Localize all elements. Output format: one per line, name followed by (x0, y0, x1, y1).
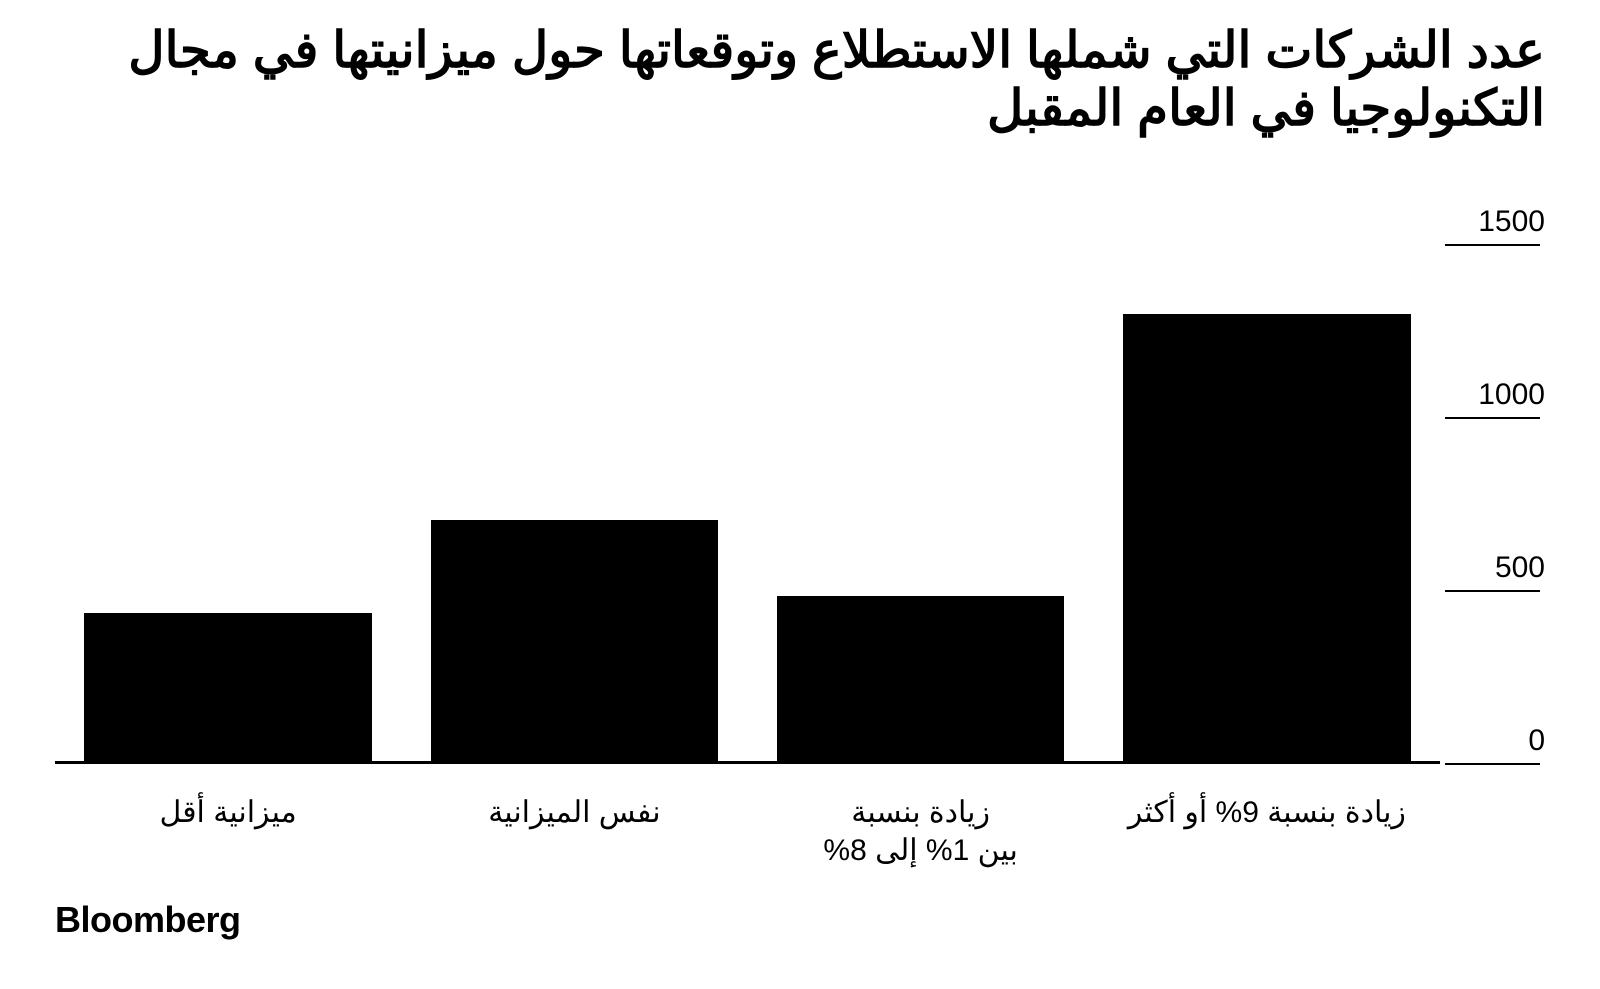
bar-less-budget (84, 613, 371, 761)
x-label-same-budget: نفس الميزانية (401, 794, 747, 869)
bar-same-budget (431, 520, 718, 761)
bar-slot (401, 245, 747, 761)
y-tick-label: 1000 (1478, 378, 1545, 412)
chart-plot-area (55, 245, 1440, 764)
x-label-increase-1-8: زيادة بنسبةبين 1% إلى 8% (748, 794, 1094, 869)
x-label-less-budget: ميزانية أقل (55, 794, 401, 869)
y-tick-label: 1500 (1478, 205, 1545, 239)
y-tick-line (1445, 417, 1540, 419)
y-tick-line (1445, 763, 1540, 765)
y-tick-line (1445, 590, 1540, 592)
source-label: Bloomberg (55, 899, 241, 941)
bar-slot (55, 245, 401, 761)
y-tick-label: 500 (1495, 551, 1545, 585)
chart-title: عدد الشركات التي شملها الاستطلاع وتوقعات… (55, 22, 1545, 137)
x-label-increase-9-plus: زيادة بنسبة 9% أو أكثر (1094, 794, 1440, 869)
bar-increase-1-8 (777, 596, 1064, 761)
y-axis: 0 500 1000 1500 (1445, 245, 1545, 764)
y-tick-line (1445, 244, 1540, 246)
bar-slot (748, 245, 1094, 761)
bars-container (55, 245, 1440, 761)
bar-increase-9-plus (1123, 314, 1410, 761)
bar-slot (1094, 245, 1440, 761)
x-axis-labels: ميزانية أقل نفس الميزانية زيادة بنسبةبين… (55, 794, 1440, 869)
y-tick-label: 0 (1528, 724, 1545, 758)
